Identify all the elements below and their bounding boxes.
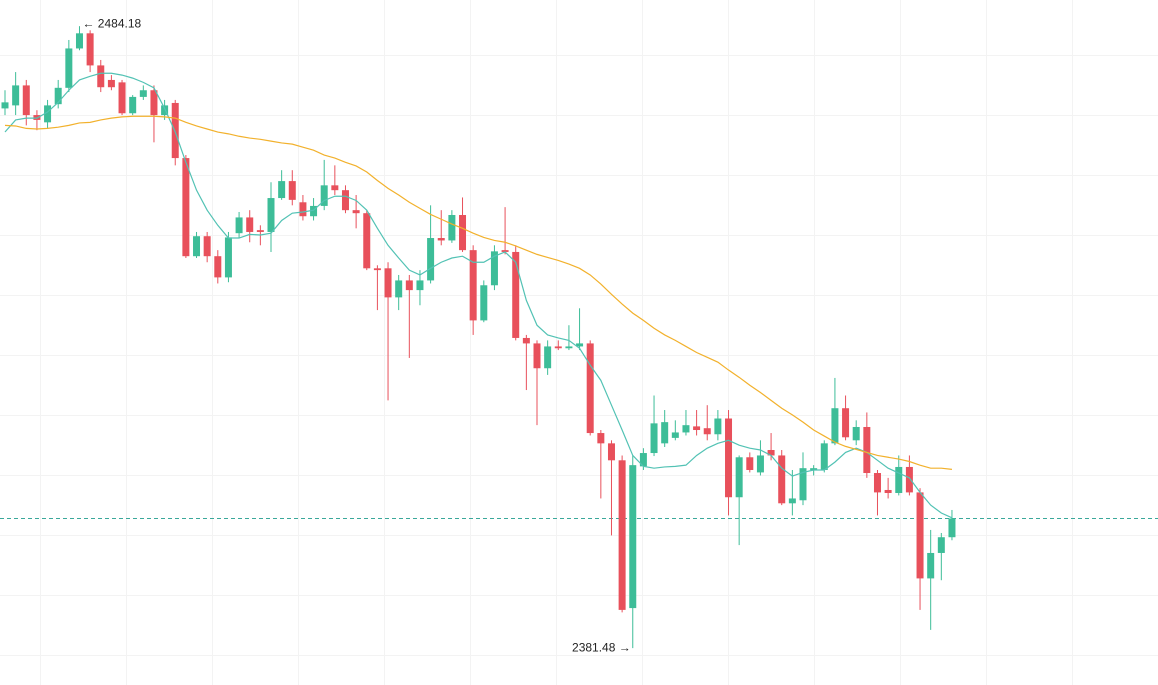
candle-body	[671, 432, 679, 438]
candle-body	[427, 238, 435, 281]
candle-body	[1, 102, 9, 109]
candle-body	[703, 428, 711, 435]
candle-body	[607, 443, 615, 461]
candle-body	[810, 468, 818, 470]
candle-body	[235, 217, 243, 234]
candle-body	[150, 90, 158, 116]
moving-average-line	[4, 72, 953, 519]
candle-body	[193, 236, 201, 257]
candle-body	[905, 466, 913, 493]
candle-body	[788, 498, 796, 504]
candle-body	[288, 181, 296, 200]
candle-body	[746, 457, 754, 470]
candle-body	[916, 492, 924, 579]
high-label: ← 2484.18	[82, 16, 141, 30]
candle-body	[22, 85, 30, 116]
candle-body	[65, 48, 73, 88]
candle-body	[395, 280, 403, 298]
candle-body	[331, 185, 339, 191]
candle-body	[161, 105, 169, 116]
candle-body	[544, 346, 552, 369]
candle-body	[948, 518, 956, 538]
candle-body	[86, 33, 94, 66]
candle-body	[554, 346, 562, 349]
candle-body	[831, 408, 839, 444]
candle-body	[310, 205, 318, 217]
candle-body	[363, 213, 371, 269]
candle-body	[512, 251, 520, 338]
candle-body	[586, 343, 594, 434]
candle-body	[629, 465, 637, 609]
candle-body	[533, 343, 541, 369]
candle-body	[405, 280, 413, 291]
candle-body	[480, 285, 488, 321]
candle-body	[873, 473, 881, 493]
candle-body	[278, 181, 286, 199]
candle-body	[416, 280, 424, 291]
candle-body	[927, 552, 935, 579]
candle-body	[863, 426, 871, 474]
candle-body	[352, 210, 360, 214]
candle-body	[459, 215, 467, 251]
candle-body	[12, 85, 20, 106]
candle-body	[97, 65, 105, 88]
candle-body	[214, 256, 222, 278]
candle-body	[852, 426, 860, 441]
low-label: 2381.48 →	[572, 640, 631, 654]
candle-body	[469, 250, 477, 321]
candle-body	[139, 90, 147, 97]
candle-body	[714, 418, 722, 435]
moving-average-line	[4, 115, 953, 470]
candle-body	[44, 105, 52, 123]
candle-body	[778, 455, 786, 504]
candle-body	[650, 423, 658, 454]
candle-body	[725, 418, 733, 498]
candle-body	[884, 489, 892, 494]
candle-body	[618, 460, 626, 610]
candle-body	[129, 96, 137, 114]
candle-body	[576, 343, 584, 347]
candle-body	[54, 87, 62, 105]
candle-body	[224, 237, 232, 278]
candle-body	[246, 217, 254, 232]
candle-body	[75, 33, 83, 49]
candle-body	[693, 426, 701, 431]
candle-body	[267, 198, 275, 232]
candle-body	[373, 268, 381, 271]
candle-body	[501, 250, 509, 252]
candle-body	[384, 268, 392, 298]
candle-body	[597, 433, 605, 444]
candle-body	[522, 337, 530, 344]
candle-body	[299, 202, 307, 217]
candle-body	[203, 236, 211, 257]
candle-body	[437, 238, 445, 241]
candle-body	[256, 230, 264, 232]
candle-body	[565, 346, 573, 349]
candle-body	[107, 79, 115, 88]
candle-body	[767, 450, 775, 456]
candle-body	[639, 453, 647, 467]
candle-body	[682, 425, 690, 433]
candle-body	[341, 190, 349, 211]
candle-body	[171, 102, 179, 159]
candle-body	[895, 466, 903, 494]
candle-body	[799, 468, 807, 501]
candle-body	[937, 537, 945, 553]
candle-body	[756, 455, 764, 473]
candle-body	[448, 215, 456, 241]
candle-body	[735, 457, 743, 498]
candle-body	[661, 422, 669, 444]
candle-body	[118, 82, 126, 114]
candle-body	[320, 185, 328, 206]
candle-body	[842, 408, 850, 438]
candle-body	[820, 443, 828, 470]
candle-body	[182, 158, 190, 257]
candle-body	[490, 251, 498, 286]
